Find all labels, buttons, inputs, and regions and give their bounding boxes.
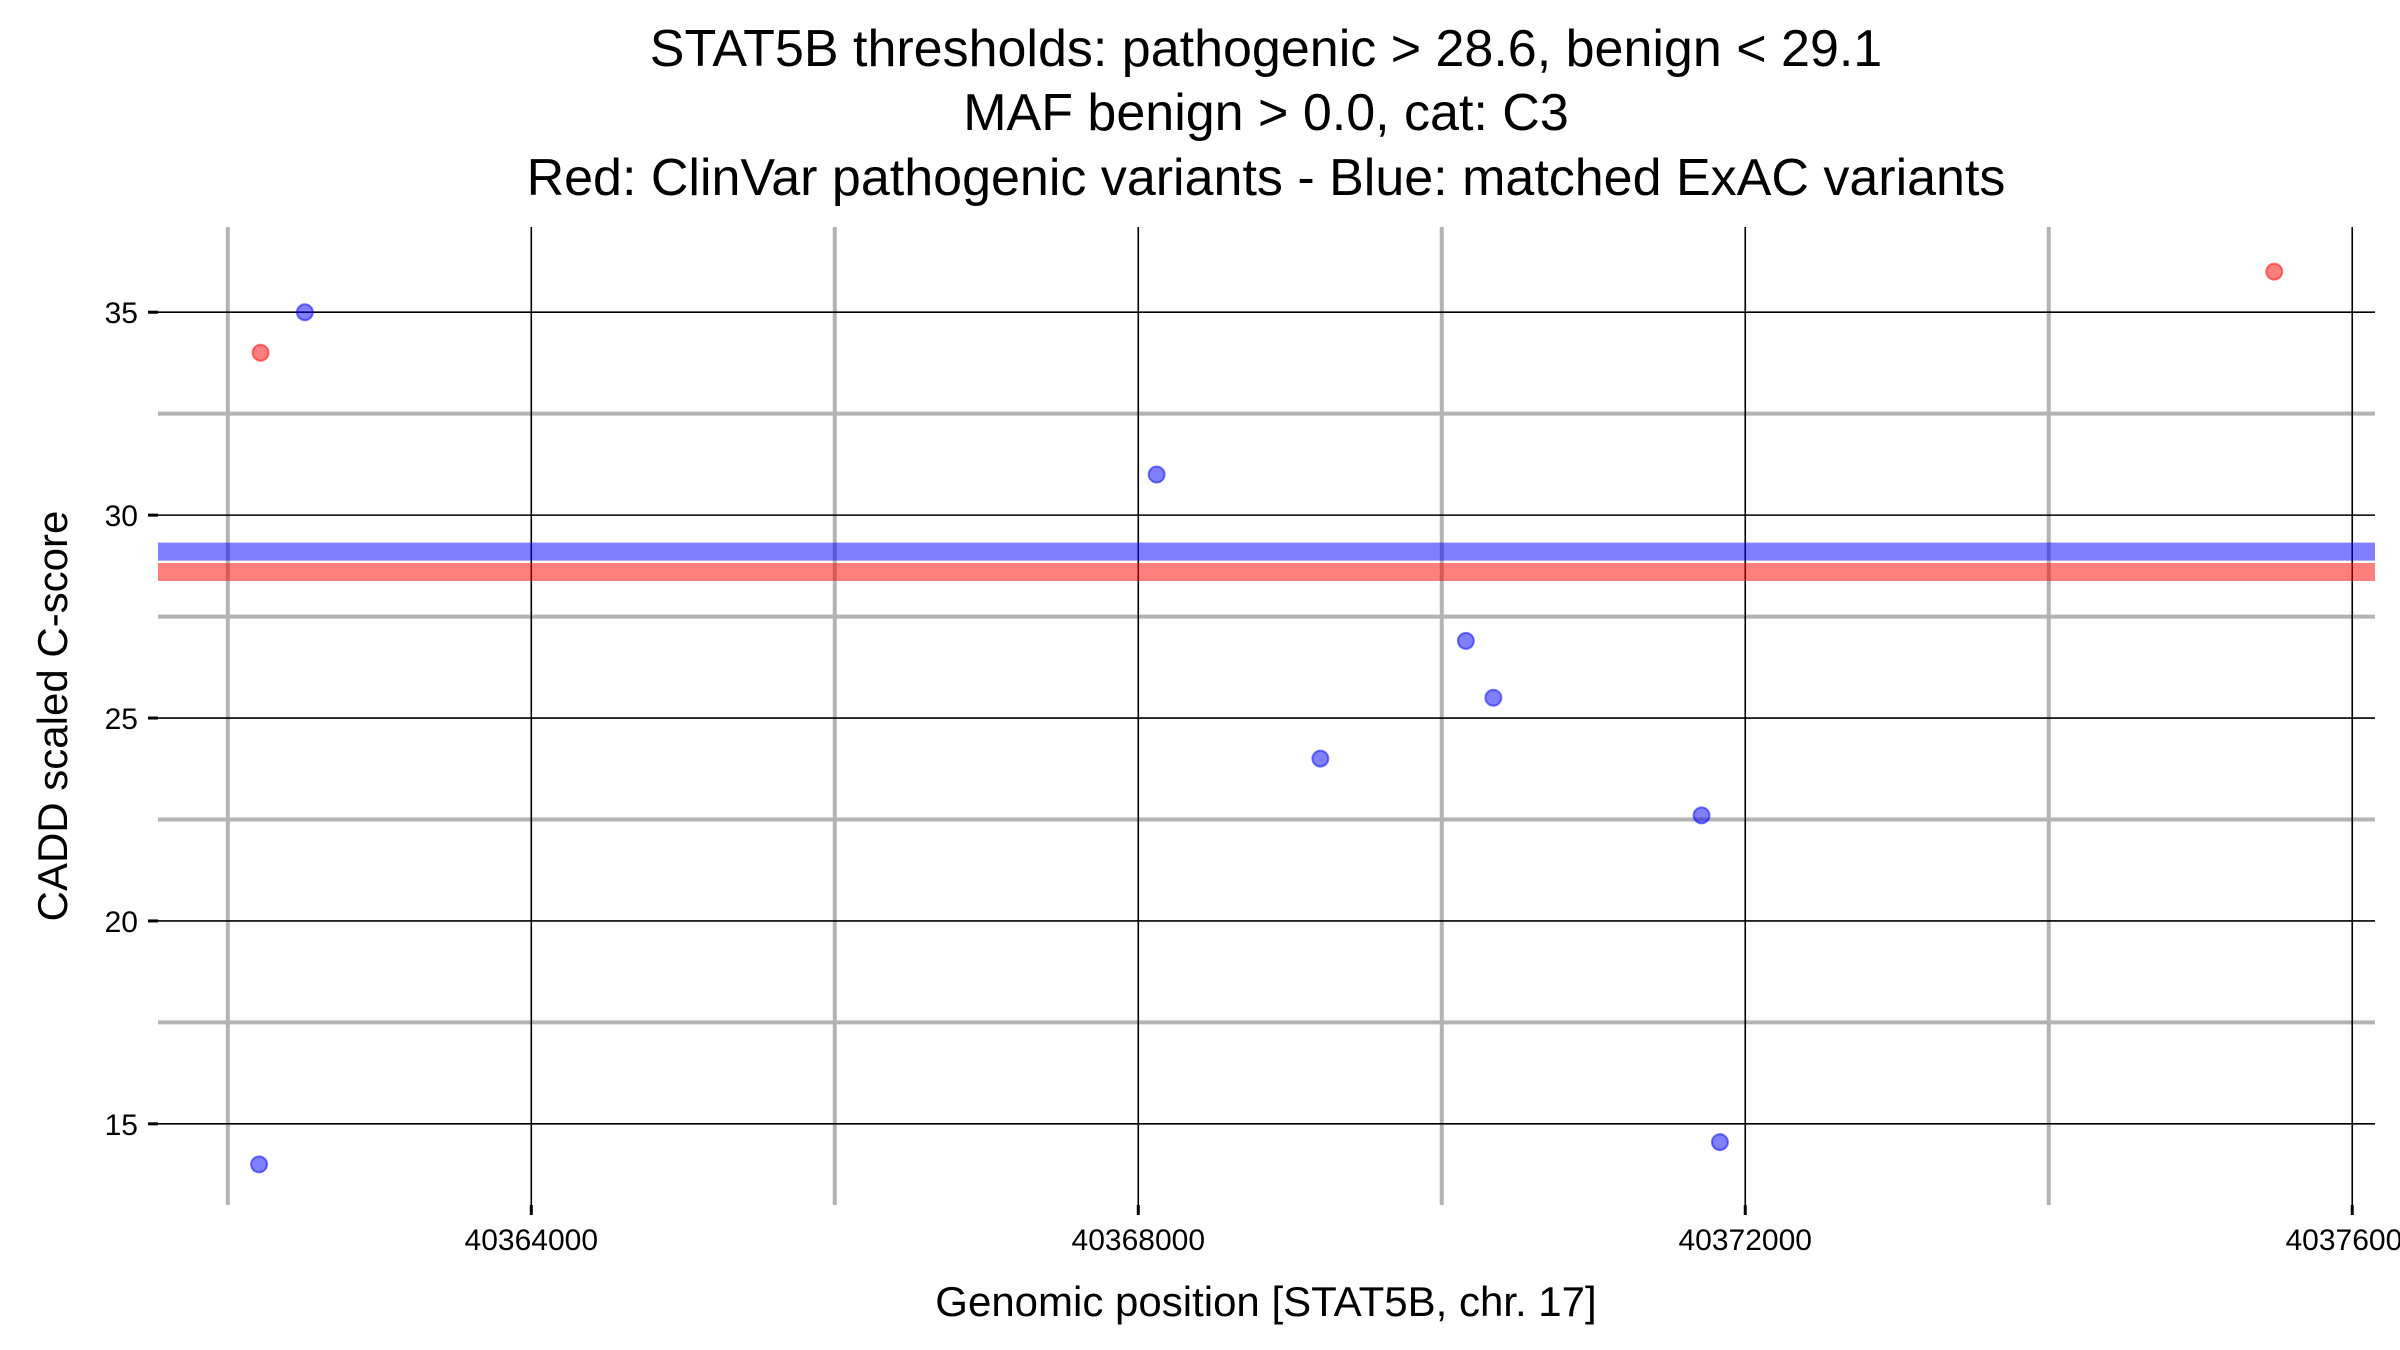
data-point [1692, 806, 1711, 825]
y-tick-label: 25 [105, 703, 138, 736]
chart-title-line-3: Red: ClinVar pathogenic variants - Blue:… [527, 149, 2006, 207]
chart-title-line-2: MAF benign > 0.0, cat: C3 [963, 84, 1569, 142]
data-point [1147, 465, 1166, 484]
x-tick-label: 40364000 [465, 1224, 598, 1257]
data-point [250, 1155, 269, 1174]
y-tick-label: 35 [105, 297, 138, 330]
x-tick-label: 40368000 [1072, 1224, 1205, 1257]
axis-ticks: 15 20 25 30 35 40364000 40368000 40372000 403760… [105, 297, 2400, 1257]
data-point [1484, 688, 1503, 707]
y-axis-label: CADD scaled C-score [29, 511, 76, 922]
y-tick-label: 20 [105, 906, 138, 939]
data-point [1311, 749, 1330, 768]
data-point [2265, 262, 2284, 281]
x-tick-label: 40376000 [2285, 1224, 2400, 1257]
x-axis-label: Genomic position [STAT5B, chr. 17] [935, 1278, 1596, 1325]
data-point [251, 343, 270, 362]
grid [158, 227, 2375, 1205]
threshold-lines [158, 542, 2375, 581]
x-tick-label: 40372000 [1679, 1224, 1812, 1257]
data-point [1710, 1133, 1729, 1152]
chart-title-line-1: STAT5B thresholds: pathogenic > 28.6, be… [650, 20, 1882, 78]
data-points [250, 262, 2284, 1174]
data-point [295, 303, 314, 322]
data-point [1456, 631, 1475, 650]
y-tick-label: 30 [105, 500, 138, 533]
y-tick-label: 15 [105, 1109, 138, 1142]
